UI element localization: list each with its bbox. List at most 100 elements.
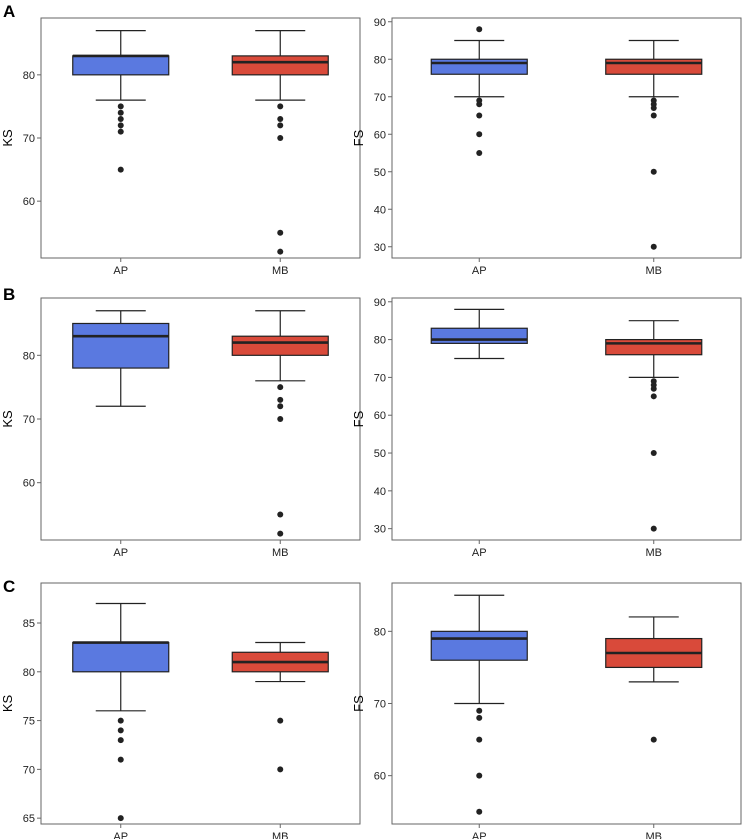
y-tick-label: 70 xyxy=(23,764,35,776)
x-tick-label: MB xyxy=(646,547,663,559)
y-axis-label: FS xyxy=(351,695,366,712)
outlier-point xyxy=(476,150,483,156)
plot-c-fs: 60 70 80 FS AP MB xyxy=(351,582,742,839)
outlier-point xyxy=(476,808,483,815)
x-tick-label: MB xyxy=(646,265,663,277)
box-ap xyxy=(430,308,528,360)
outlier-point xyxy=(650,112,657,119)
outlier-point xyxy=(476,26,483,33)
plot-a-fs: 30 40 50 60 70 80 90 FS AP MB xyxy=(351,17,742,277)
y-axis-label: FS xyxy=(351,129,366,146)
outlier-point xyxy=(277,248,284,255)
outlier-point xyxy=(476,707,483,714)
plot-frame xyxy=(40,582,361,825)
outlier-point xyxy=(650,385,657,392)
iqr-box xyxy=(430,58,528,75)
outlier-point xyxy=(117,815,124,822)
x-tick-label: MB xyxy=(646,831,663,839)
outlier-point xyxy=(277,122,284,129)
y-tick-label: 80 xyxy=(374,626,386,638)
y-tick-label: 80 xyxy=(23,70,35,82)
outlier-point xyxy=(117,122,124,129)
box-ap xyxy=(430,26,528,156)
x-tick-label: MB xyxy=(272,547,289,559)
plot-frame xyxy=(391,17,742,259)
box-ap xyxy=(72,602,170,822)
iqr-box xyxy=(72,322,170,369)
y-tick-label: 85 xyxy=(23,618,35,630)
box-mb xyxy=(605,616,703,743)
iqr-box xyxy=(605,58,703,75)
outlier-point xyxy=(277,511,284,518)
outlier-point xyxy=(117,103,124,110)
outlier-point xyxy=(277,229,284,236)
iqr-box xyxy=(72,641,170,673)
outlier-point xyxy=(476,772,483,779)
y-tick-label: 60 xyxy=(374,129,386,141)
plot-b-fs: 30 40 50 60 70 80 90 FS AP MB xyxy=(351,297,742,559)
outlier-point xyxy=(650,168,657,175)
box-ap xyxy=(430,594,528,815)
y-axis-label: FS xyxy=(351,410,366,427)
box-mb xyxy=(231,641,329,773)
outlier-point xyxy=(277,103,284,110)
outlier-point xyxy=(277,530,284,537)
y-tick-label: 90 xyxy=(374,17,386,29)
box-ap xyxy=(72,310,170,407)
x-tick-label: AP xyxy=(472,265,487,277)
y-tick-label: 80 xyxy=(374,54,386,66)
y-axis-label: KS xyxy=(0,695,15,713)
outlier-point xyxy=(476,112,483,119)
y-tick-label: 90 xyxy=(374,297,386,309)
y-axis-label: KS xyxy=(0,129,15,147)
outlier-point xyxy=(650,525,657,532)
y-tick-label: 60 xyxy=(23,196,35,208)
outlier-point xyxy=(476,714,483,721)
y-tick-label: 70 xyxy=(374,372,386,384)
outlier-point xyxy=(117,717,124,724)
outlier-point xyxy=(117,737,124,744)
outlier-point xyxy=(277,396,284,403)
panel-label-a: A xyxy=(3,2,15,21)
y-tick-label: 40 xyxy=(374,486,386,498)
iqr-box xyxy=(72,55,170,76)
outlier-point xyxy=(277,717,284,724)
x-tick-label: MB xyxy=(272,265,289,277)
y-tick-label: 80 xyxy=(23,350,35,362)
plot-frame xyxy=(391,297,742,541)
x-tick-label: AP xyxy=(113,831,128,839)
y-tick-label: 60 xyxy=(374,771,386,783)
outlier-point xyxy=(117,116,124,123)
outlier-point xyxy=(277,403,284,410)
y-tick-label: 70 xyxy=(23,414,35,426)
box-ap xyxy=(72,30,170,173)
box-mb xyxy=(231,30,329,255)
iqr-box xyxy=(430,327,528,344)
iqr-box xyxy=(430,630,528,661)
iqr-box xyxy=(231,335,329,356)
y-axis-label: KS xyxy=(0,410,15,428)
outlier-point xyxy=(117,128,124,135)
outlier-point xyxy=(117,109,124,116)
outlier-point xyxy=(277,116,284,123)
plot-c-ks: 65 70 75 80 85 KS AP MB xyxy=(0,582,361,839)
plot-frame xyxy=(40,17,361,259)
y-tick-label: 70 xyxy=(374,699,386,711)
outlier-point xyxy=(277,416,284,422)
y-tick-label: 30 xyxy=(374,524,386,536)
y-tick-label: 40 xyxy=(374,204,386,216)
y-tick-label: 65 xyxy=(23,813,35,825)
y-tick-label: 70 xyxy=(23,133,35,145)
outlier-point xyxy=(476,131,483,138)
y-tick-label: 80 xyxy=(23,667,35,679)
outlier-point xyxy=(476,736,483,743)
panel-label-b: B xyxy=(3,285,15,304)
x-tick-label: AP xyxy=(472,831,487,839)
outlier-point xyxy=(277,766,284,773)
x-tick-label: AP xyxy=(113,547,128,559)
outlier-point xyxy=(650,105,657,111)
x-tick-label: AP xyxy=(472,547,487,559)
x-tick-label: MB xyxy=(272,831,289,839)
outlier-point xyxy=(650,393,657,400)
